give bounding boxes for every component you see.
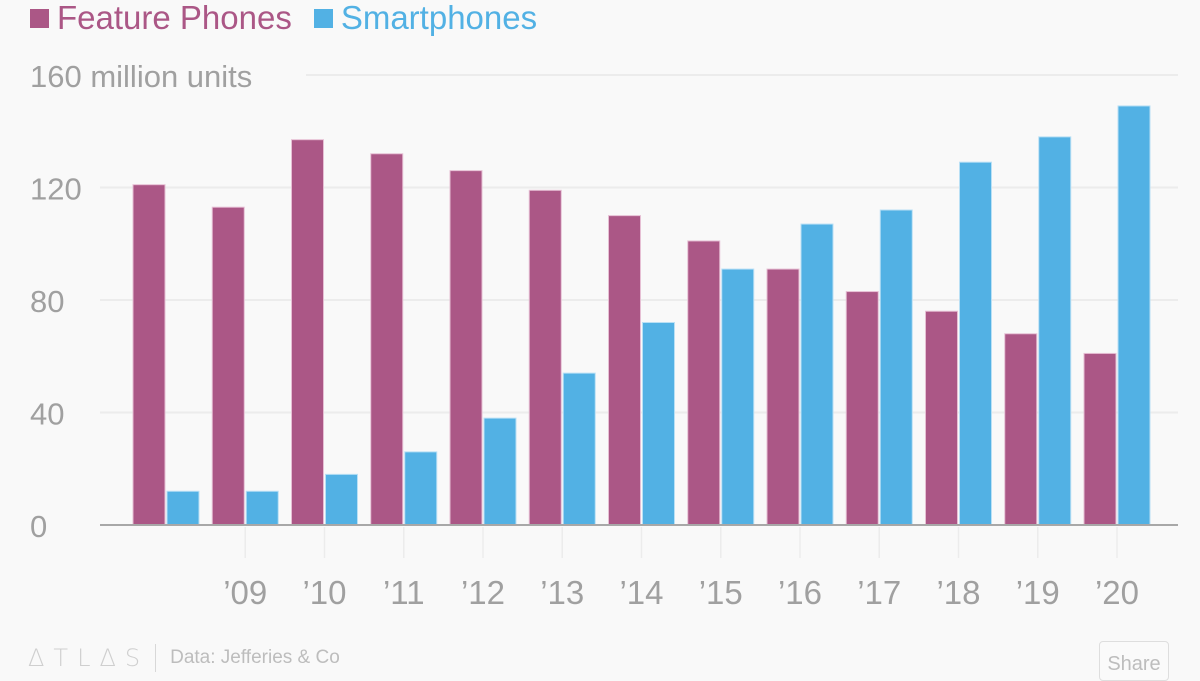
bar-smartphones-2011[interactable] [404,451,438,526]
legend-label-smartphones: Smartphones [340,0,538,36]
bar-feature-phones-2008[interactable] [132,184,166,526]
y-tick-label: 120 [30,172,82,207]
x-tick-label: ’17 [857,574,901,611]
y-tick-label: 0 [30,509,47,544]
x-tick-label: ’19 [1016,574,1060,611]
bar-feature-phones-2018[interactable] [925,310,958,526]
legend-label-feature-phones: Feature Phones [57,0,292,36]
share-button[interactable]: Share [1099,641,1169,681]
bar-feature-phones-2020[interactable] [1083,352,1117,526]
legend-swatch-smartphones [313,8,333,28]
x-axis: ’09 ’10 ’11 ’12 ’13 ’14 ’15 ’16 ’17 ’18 ’19 ’20 [100,524,1178,611]
bar-feature-phones-2015[interactable] [687,240,721,526]
y-tick-label: 40 [30,397,64,432]
y-tick-label: 80 [30,284,64,319]
x-tick-label: ’13 [540,574,584,611]
bar-smartphones-2020[interactable] [1117,105,1151,526]
bar-smartphones-2012[interactable] [483,417,517,526]
bar-feature-phones-2013[interactable] [528,189,562,526]
bar-feature-phones-2010[interactable] [291,139,324,526]
x-tick-label: ’10 [302,574,346,611]
footer: ΔTLΔS Data: Jefferies & Co [28,640,340,675]
bar-feature-phones-2019[interactable] [1004,333,1038,526]
bar-smartphones-2010[interactable] [325,473,358,526]
legend-item-smartphones[interactable]: Smartphones [313,0,538,38]
data-source: Data: Jefferies & Co [170,646,340,668]
x-tick-label: ’14 [619,574,663,611]
x-tick-label: ’09 [223,574,267,611]
bar-smartphones-2019[interactable] [1038,136,1072,526]
bar-smartphones-2014[interactable] [642,322,675,526]
bar-feature-phones-2009[interactable] [211,206,245,526]
legend-swatch-feature-phones [30,8,49,28]
bar-smartphones-2008[interactable] [166,490,200,526]
atlas-logo[interactable]: ΔTLΔS [28,643,150,672]
chart-legend: Feature Phones Smartphones [30,0,537,38]
x-tick-label: ’11 [383,574,425,611]
bar-smartphones-2017[interactable] [879,209,913,526]
bar-chart: 0 40 80 120 160 million units ’09 ’10 ’11 ’12 ’1… [30,59,1178,611]
bar-smartphones-2009[interactable] [245,490,279,526]
bar-smartphones-2013[interactable] [562,372,596,526]
bar-feature-phones-2011[interactable] [370,153,404,526]
bar-feature-phones-2014[interactable] [608,215,641,526]
bars [132,105,1151,526]
x-tick-label: ’16 [778,574,822,611]
bar-smartphones-2015[interactable] [721,268,755,526]
y-tick-label: 160 million units [30,59,252,94]
x-tick-label: ’18 [936,574,980,611]
x-tick-label: ’12 [461,574,505,611]
bar-smartphones-2018[interactable] [959,161,992,526]
x-tick-label: ’20 [1095,574,1139,611]
bar-feature-phones-2016[interactable] [766,268,800,526]
bar-feature-phones-2017[interactable] [845,291,879,526]
y-axis-labels: 0 40 80 120 160 million units [30,59,252,544]
bar-smartphones-2016[interactable] [800,223,834,526]
legend-item-feature-phones[interactable]: Feature Phones [30,0,292,38]
footer-divider [155,643,157,672]
bar-feature-phones-2012[interactable] [449,170,483,526]
x-tick-label: ’15 [699,574,743,611]
